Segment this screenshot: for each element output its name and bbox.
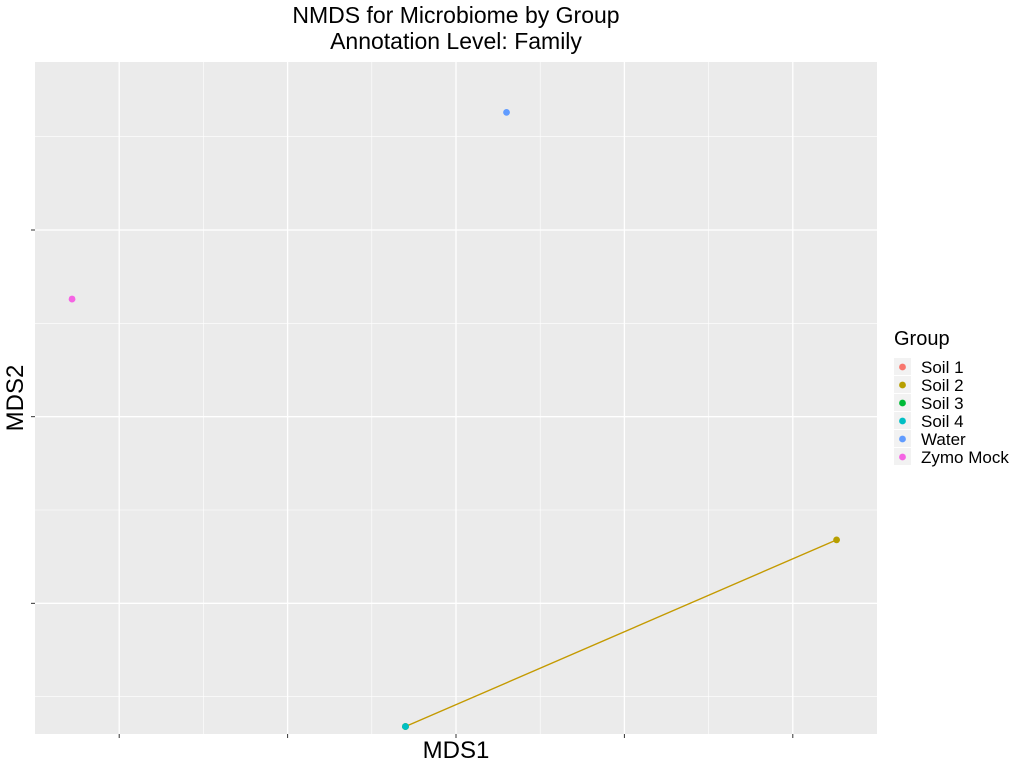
data-point-water <box>503 109 510 116</box>
legend-label: Soil 3 <box>921 394 964 413</box>
legend-label: Soil 4 <box>921 412 964 431</box>
legend-label: Soil 2 <box>921 376 964 395</box>
legend-key-point <box>899 399 906 407</box>
data-layer <box>68 109 840 730</box>
legend-key-point <box>899 453 906 461</box>
legend-item: Soil 4 <box>894 412 964 431</box>
legend-label: Water <box>921 430 966 449</box>
data-point-soil-2 <box>833 536 840 544</box>
legend-key-point <box>899 435 906 443</box>
data-point-zymo-mock <box>68 295 76 303</box>
legend-key-point <box>899 363 906 371</box>
grid-lines <box>35 62 877 734</box>
legend-item: Zymo Mock <box>894 448 1009 467</box>
chart-title: NMDS for Microbiome by Group <box>292 2 619 28</box>
legend-item: Soil 1 <box>894 358 964 377</box>
series-line-soil-2 <box>405 539 837 728</box>
y-axis-title: MDS2 <box>2 365 29 432</box>
legend-key-point <box>899 381 906 389</box>
legend-item: Soil 3 <box>894 394 964 413</box>
x-axis-title: MDS1 <box>423 737 490 764</box>
legend-title: Group <box>894 328 950 350</box>
legend-item: Soil 2 <box>894 376 964 395</box>
axis-ticks <box>31 229 794 738</box>
data-point-soil-4 <box>402 723 409 730</box>
legend-label: Zymo Mock <box>921 448 1009 467</box>
legend-key-point <box>899 417 906 425</box>
legend-item: Water <box>894 430 966 449</box>
legend-label: Soil 1 <box>921 358 964 377</box>
chart-subtitle: Annotation Level: Family <box>330 28 582 54</box>
